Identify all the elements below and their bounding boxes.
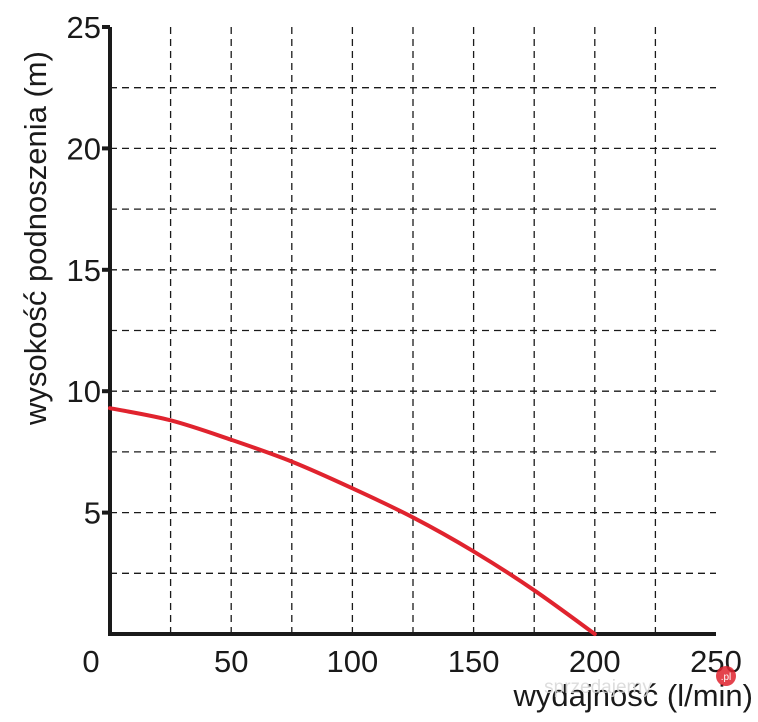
x-axis-title: wydajność (l/min) [513,678,753,713]
y-tick-label: 25 [67,10,101,45]
x-tick-label: 150 [448,644,500,679]
y-tick-label: 10 [67,374,101,409]
y-axis-title: wysokość podnoszenia (m) [18,51,53,426]
watermark-text: sprzedajemy [544,677,652,698]
y-tick-label: 5 [84,496,101,531]
x-tick-label: 200 [569,644,621,679]
x-tick-label: 50 [214,644,248,679]
x-tick-label: 0 [82,644,99,679]
series-layer [108,406,597,636]
watermark-badge-icon [716,666,736,686]
watermark-badge-text: .pl [721,672,732,683]
y-tick-label: 20 [67,131,101,166]
axes [102,25,716,636]
y-tick-label: 15 [67,253,101,288]
pump-curve-line [108,406,597,636]
x-tick-label: 100 [327,644,379,679]
grid [110,27,716,634]
watermark: sprzedajemy .pl [544,666,736,698]
